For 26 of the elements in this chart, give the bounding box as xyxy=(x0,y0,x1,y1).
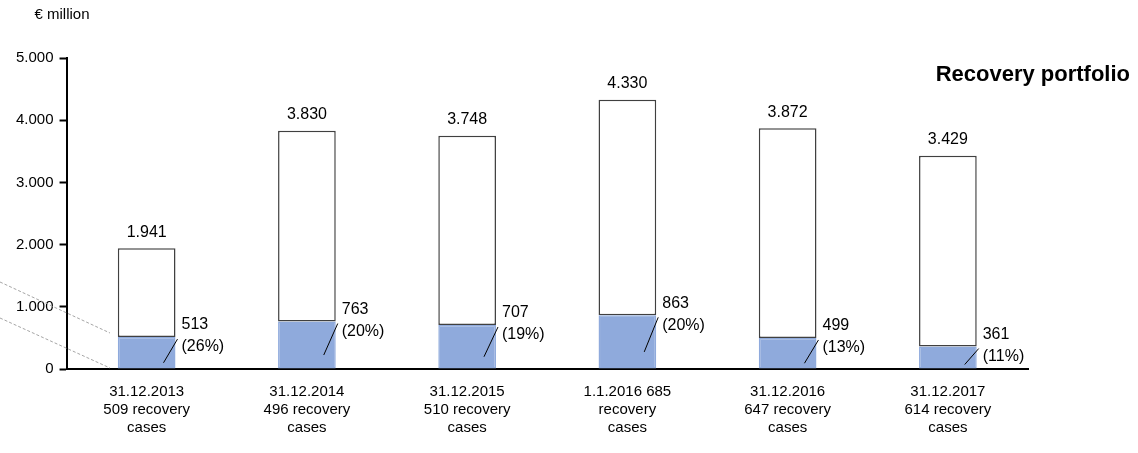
total-label: 4.330 xyxy=(607,74,648,92)
data-label: 707 (19%) xyxy=(501,303,545,343)
y-axis-title: € million xyxy=(34,5,90,23)
data-label: 763 (20%) xyxy=(341,299,385,339)
y-tick-label: 1.000 xyxy=(15,296,54,314)
total-label: 3.830 xyxy=(286,105,328,123)
x-tick-label: 31.12.2017 614 recovery cases xyxy=(904,382,992,436)
y-tick-label: 3.000 xyxy=(15,172,54,190)
x-tick-label: 31.12.2015 510 recovery cases xyxy=(423,382,511,436)
total-label: 3.429 xyxy=(927,130,968,148)
data-label: 361 (11%) xyxy=(982,324,1025,364)
y-tick-label: 4.000 xyxy=(15,110,54,128)
y-tick-label: 5.000 xyxy=(15,48,54,66)
x-tick-label: 31.12.2016 647 recovery cases xyxy=(744,382,832,436)
data-label: 513 (26%) xyxy=(181,315,225,355)
x-tick-label: 31.12.2013 509 recovery cases xyxy=(103,382,191,436)
x-tick-label: 31.12.2014 496 recovery cases xyxy=(263,382,351,436)
x-tick-label: 1.1.2016 685 recovery cases xyxy=(583,382,672,436)
y-tick-label: 0 xyxy=(45,359,54,377)
data-label: 863 (20%) xyxy=(662,293,705,333)
chart-title: Recovery portfolio xyxy=(935,61,1130,87)
total-label: 3.748 xyxy=(447,110,488,128)
total-label: 1.941 xyxy=(126,222,167,240)
total-label: 3.872 xyxy=(767,102,808,120)
data-label: 499 (13%) xyxy=(822,316,866,356)
y-tick-label: 2.000 xyxy=(15,234,54,252)
